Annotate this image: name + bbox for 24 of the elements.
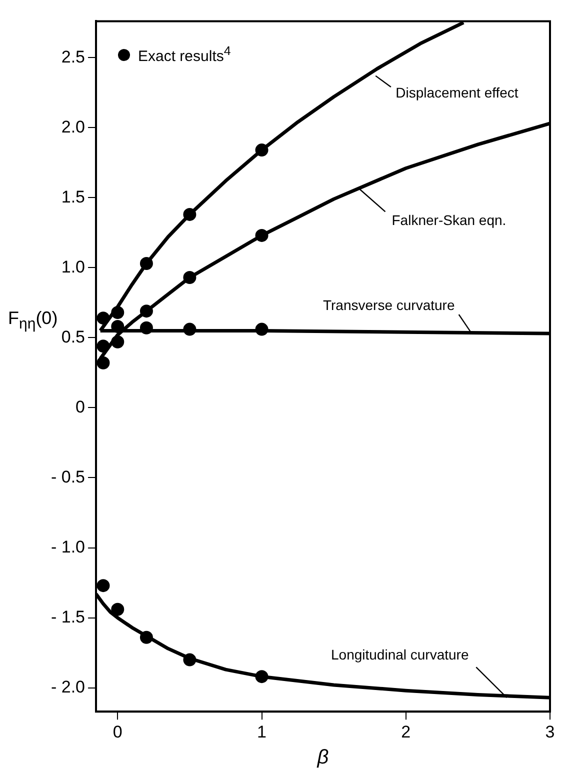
y-tick-label: 0 <box>76 397 86 416</box>
point <box>96 579 110 592</box>
annotation: Falkner-Skan eqn. <box>392 212 506 228</box>
y-tick-label: 1.5 <box>61 187 86 206</box>
point <box>96 356 110 370</box>
legend-label: Exact results$^{4}$ <box>138 44 231 65</box>
x-tick-label: 2 <box>401 722 411 742</box>
y-tick-label: 2.0 <box>61 117 86 136</box>
y-tick-label: - 2.0 <box>50 677 86 696</box>
annotation: Transverse curvature <box>322 296 455 313</box>
annotation: Longitudinal curvature <box>331 646 469 662</box>
y-tick-label: 0.5 <box>61 327 86 346</box>
y-tick-label: 1.0 <box>61 257 86 276</box>
y-axis-title: F$_{ηη}$(0) <box>8 308 58 333</box>
x-tick-label: 0 <box>112 722 122 742</box>
annotation: Displacement effect <box>396 84 518 101</box>
x-tick-label: 3 <box>545 722 555 742</box>
y-tick-label: - 1.0 <box>50 537 86 556</box>
y-tick-label: - 1.5 <box>50 607 86 626</box>
y-tick-label: 2.5 <box>61 47 86 66</box>
x-axis-title: β <box>316 746 329 769</box>
y-tick-label: - 0.5 <box>50 467 86 486</box>
x-tick-label: 1 <box>257 722 266 742</box>
point <box>111 602 124 616</box>
